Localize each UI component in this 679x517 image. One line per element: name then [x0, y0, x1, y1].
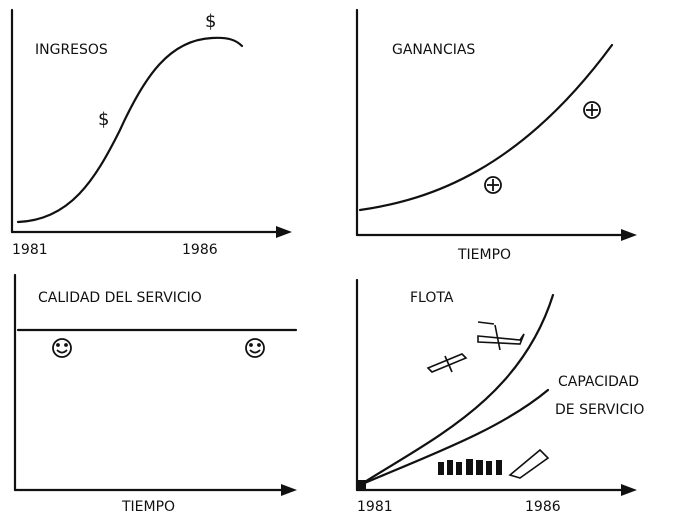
x-label: 1981 [12, 242, 48, 258]
label: DE SERVICIO [555, 402, 644, 418]
panel-flota: FLOTA CAPACIDAD DE SERVICIO 1981 1986 [355, 278, 644, 515]
x-label: TIEMPO [457, 247, 511, 263]
panel-title: INGRESOS [35, 42, 108, 58]
x-label: 1986 [525, 499, 561, 515]
x-label: TIEMPO [121, 499, 175, 515]
panel-title: GANANCIAS [392, 42, 475, 58]
symbol: $ [205, 11, 216, 32]
curve [358, 43, 614, 212]
fleet-curve [358, 293, 555, 487]
curve [16, 36, 244, 224]
capacity-curve [358, 388, 550, 487]
plus-icon [484, 101, 601, 194]
arrow [281, 484, 297, 496]
panel-ganancias: GANANCIAS TIEMPO [355, 8, 637, 263]
plane-icons [426, 321, 525, 373]
label: CAPACIDAD [558, 374, 639, 390]
symbol: $ [98, 109, 109, 130]
panel-title: CALIDAD DEL SERVICIO [38, 290, 202, 306]
arrow [621, 484, 637, 496]
x-label: 1986 [182, 242, 218, 258]
arrow [621, 229, 637, 241]
panel-calidad: CALIDAD DEL SERVICIO TIEMPO [13, 273, 298, 515]
smiley-icon [52, 338, 265, 358]
label: FLOTA [410, 290, 454, 306]
people-icons [438, 448, 550, 479]
x-label: 1981 [357, 499, 393, 515]
panel-ingresos: INGRESOS $ $ 1981 1986 [10, 8, 292, 258]
arrow [276, 226, 292, 238]
